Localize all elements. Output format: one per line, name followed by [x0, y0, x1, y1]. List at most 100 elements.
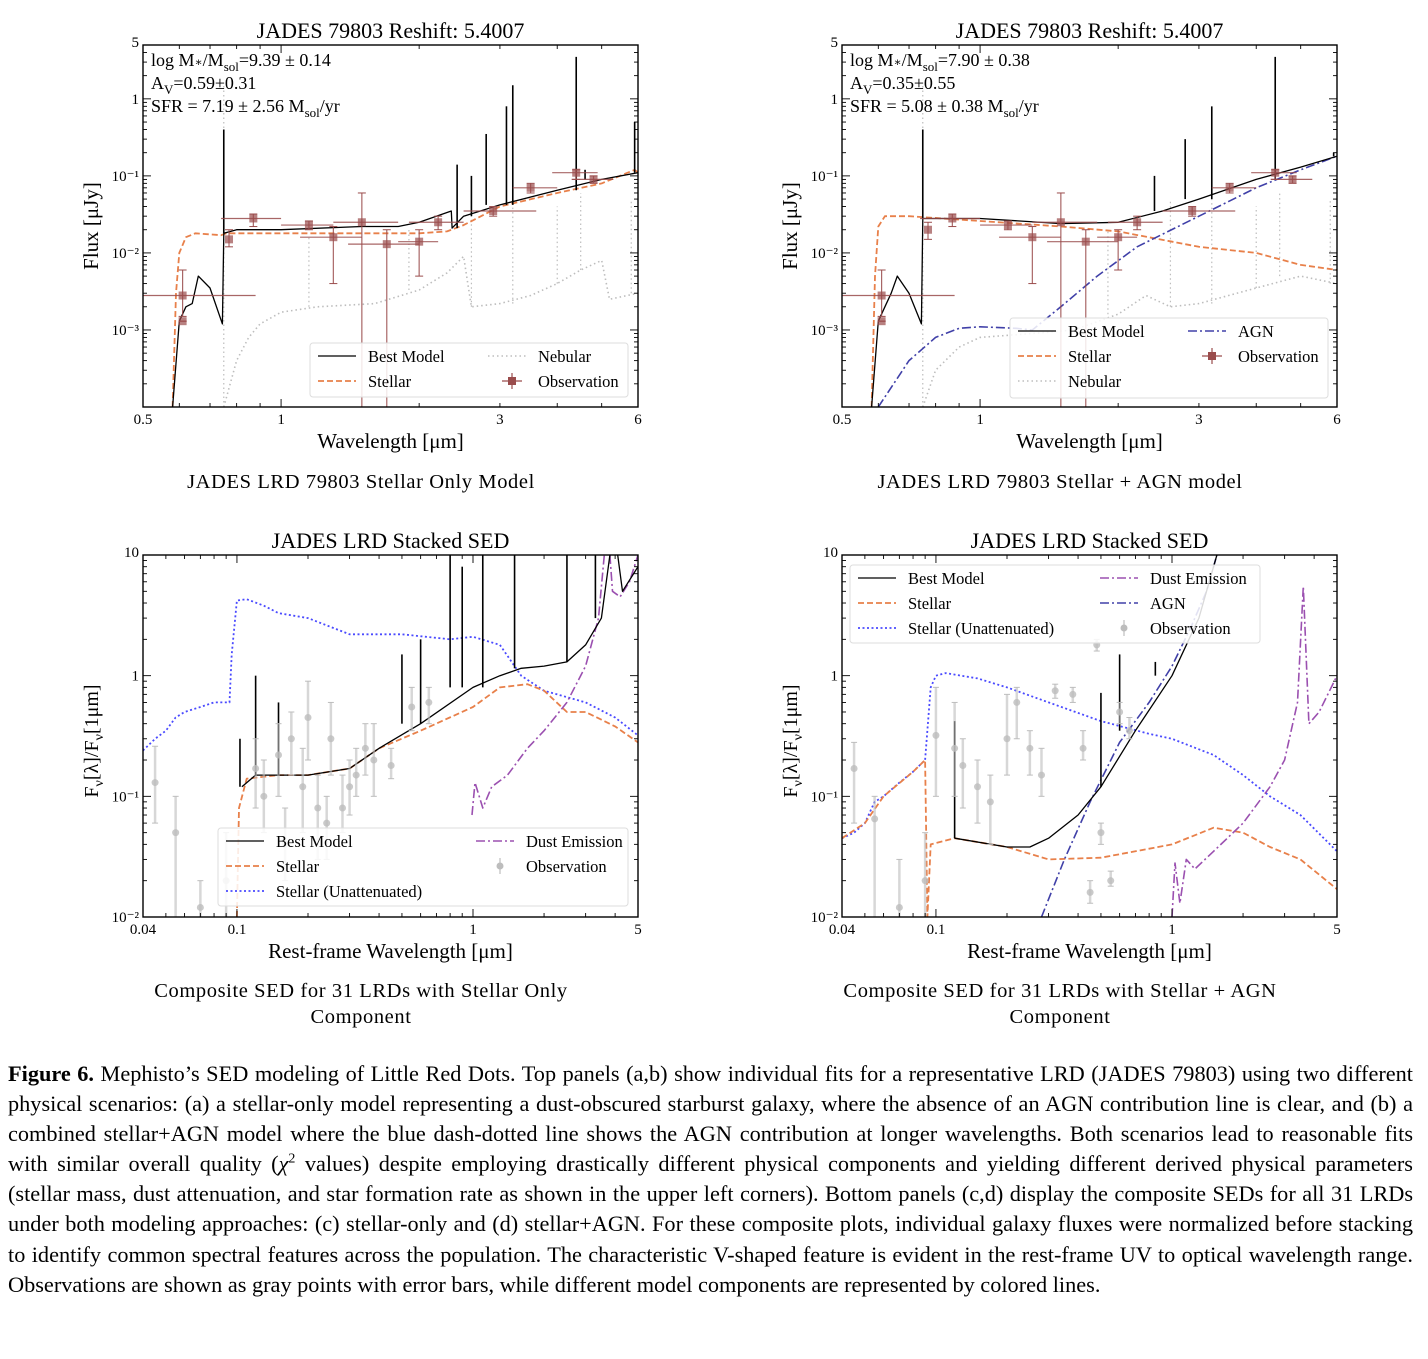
panel-d-subcaption: Composite SED for 31 LRDs with Stellar +… — [780, 978, 1340, 1030]
observation-point — [370, 723, 378, 797]
observation-point — [850, 741, 858, 824]
legend-label: Observation — [538, 372, 619, 391]
x-tick-label: 5 — [634, 922, 642, 938]
annotation-part: sol — [224, 59, 240, 74]
legend-label: Observation — [526, 857, 607, 876]
legend-label: Stellar — [276, 857, 320, 876]
caption-text-1: Mephisto’s SED modeling of Little Red Do… — [8, 1061, 1413, 1177]
legend-entry-observation: Observation — [1120, 619, 1231, 638]
annotation-part: =0.59±0.31 — [173, 73, 256, 93]
annotation-part: =0.35±0.55 — [872, 73, 955, 93]
legend-entry-observation: Observation — [496, 857, 607, 876]
observation-point — [871, 795, 879, 917]
observation-point — [877, 317, 886, 326]
annotation-part: V — [164, 82, 174, 97]
y-axis-label-part: ν — [791, 734, 806, 740]
observation-point — [842, 269, 955, 317]
panel-b-subcaption: JADES LRD 79803 Stellar + AGN model — [877, 471, 1243, 493]
x-tick-label: 1 — [277, 412, 285, 428]
stellar-unattenuated-line — [143, 598, 638, 752]
panel-c-subcaption-line2: Component — [310, 1006, 412, 1028]
legend-label: Observation — [1150, 619, 1231, 638]
y-axis-label-part: F — [780, 786, 802, 797]
x-tick-label: 1 — [976, 412, 984, 428]
panel-c-subcaption-line1: Composite SED for 31 LRDs with Stellar O… — [154, 980, 568, 1002]
y-tick-label: 1 — [831, 92, 839, 108]
axes-frame — [841, 554, 1338, 918]
y-axis-label: Fν[λ]/Fν[1μm] — [81, 684, 107, 797]
legend: Best Model Stellar Stellar (Unattenuated) D… — [849, 564, 1261, 644]
y-axis-label-part: F — [81, 786, 103, 797]
dust-emission-line — [471, 555, 606, 816]
y-axis-label-part: ν — [791, 780, 806, 786]
x-axis-label: Wavelength [μm] — [317, 429, 464, 453]
y-tick-label: 10⁻² — [811, 246, 839, 262]
observation-point — [408, 215, 464, 231]
x-tick-label: 1 — [469, 922, 477, 938]
observation-point — [1097, 822, 1105, 845]
best-model-line — [954, 555, 1218, 848]
dust-emission-line-segment — [609, 555, 638, 598]
legend: Best Model Stellar Nebular Observation — [309, 342, 629, 398]
stellar-mass-annotation: log M∗/Msol=7.90 ± 0.38 — [850, 50, 1030, 74]
panel-d-subcaption-line1: Composite SED for 31 LRDs with Stellar +… — [843, 980, 1277, 1002]
axis-ticks — [142, 554, 639, 918]
panel-c-subcaption: Composite SED for 31 LRDs with Stellar O… — [81, 978, 641, 1030]
observation-point — [1211, 182, 1257, 194]
annotation-part: sol — [923, 59, 939, 74]
x-axis-label: Rest-frame Wavelength [μm] — [967, 939, 1212, 963]
observation-point — [178, 317, 187, 326]
y-axis-label-part: [λ]/F — [81, 740, 103, 780]
x-tick-label: 0.5 — [833, 412, 852, 428]
x-axis-label: Wavelength [μm] — [1016, 429, 1163, 453]
y-tick-label: 10⁻¹ — [112, 169, 139, 185]
legend-entry-stellar: Stellar — [318, 372, 412, 391]
legend-entry-agn: AGN — [1188, 322, 1274, 341]
observation-point — [196, 880, 204, 917]
observation-point — [221, 213, 282, 228]
caption-text-2: values) despite employing drastically di… — [8, 1151, 1413, 1297]
observation-point — [1125, 717, 1133, 740]
observation-point — [1116, 701, 1124, 725]
observation-point — [1270, 175, 1313, 184]
annotation-part: log M — [151, 50, 195, 70]
observation-point — [260, 759, 268, 834]
legend-label: Stellar — [908, 594, 952, 613]
legend-label: Best Model — [368, 347, 445, 366]
observation-point — [387, 747, 395, 780]
chart-panel-c: 0.04 0.1 1 5 10 1 10⁻¹ 10⁻² JADES LRD Stacked SE… — [81, 528, 642, 963]
y-tick-label: 10⁻¹ — [112, 789, 139, 805]
chart-title: JADES LRD Stacked SED — [971, 528, 1209, 553]
observation-point — [1079, 730, 1087, 761]
observation-point — [151, 745, 159, 824]
panel-a-subcaption: JADES LRD 79803 Stellar Only Model — [187, 471, 535, 493]
observation-point — [300, 226, 362, 285]
axes-frame — [142, 44, 639, 408]
legend-label: Best Model — [1068, 322, 1145, 341]
figure-caption: Figure 6. Mephisto’s SED modeling of Lit… — [8, 1059, 1413, 1300]
legend-entry-best-model: Best Model — [318, 347, 445, 366]
observation-point — [512, 182, 558, 194]
legend: Best Model Stellar Nebular AGN Observation — [1009, 317, 1329, 399]
observation-point — [999, 226, 1061, 285]
x-tick-label: 6 — [634, 412, 642, 428]
chart-panel-a: 0.5 1 3 6 5 1 10⁻¹ 10⁻² 10⁻³ JADES 79803 Reshift:… — [79, 18, 642, 453]
caption-label: Figure 6. — [8, 1061, 95, 1086]
observation-point — [1162, 206, 1236, 217]
observation-point — [304, 680, 312, 761]
observation-point — [143, 269, 256, 317]
stellar-line — [842, 759, 1337, 917]
x-tick-label: 3 — [496, 412, 504, 428]
x-tick-label: 0.1 — [927, 922, 946, 938]
caption-chi-superscript: 2 — [288, 1151, 296, 1167]
best-model-line-segment — [617, 555, 638, 592]
axis-ticks — [142, 44, 639, 408]
observation-point — [959, 738, 967, 809]
annotation-part: =7.90 ± 0.38 — [938, 50, 1030, 70]
observation-point — [287, 711, 295, 776]
legend-label: Stellar (Unattenuated) — [276, 882, 422, 901]
y-axis-label: Fν[λ]/Fν[1μm] — [780, 684, 806, 797]
y-axis-label-part: [1μm] — [780, 684, 802, 734]
annotation-part: ∗ — [894, 55, 902, 69]
x-tick-label: 0.1 — [228, 922, 247, 938]
